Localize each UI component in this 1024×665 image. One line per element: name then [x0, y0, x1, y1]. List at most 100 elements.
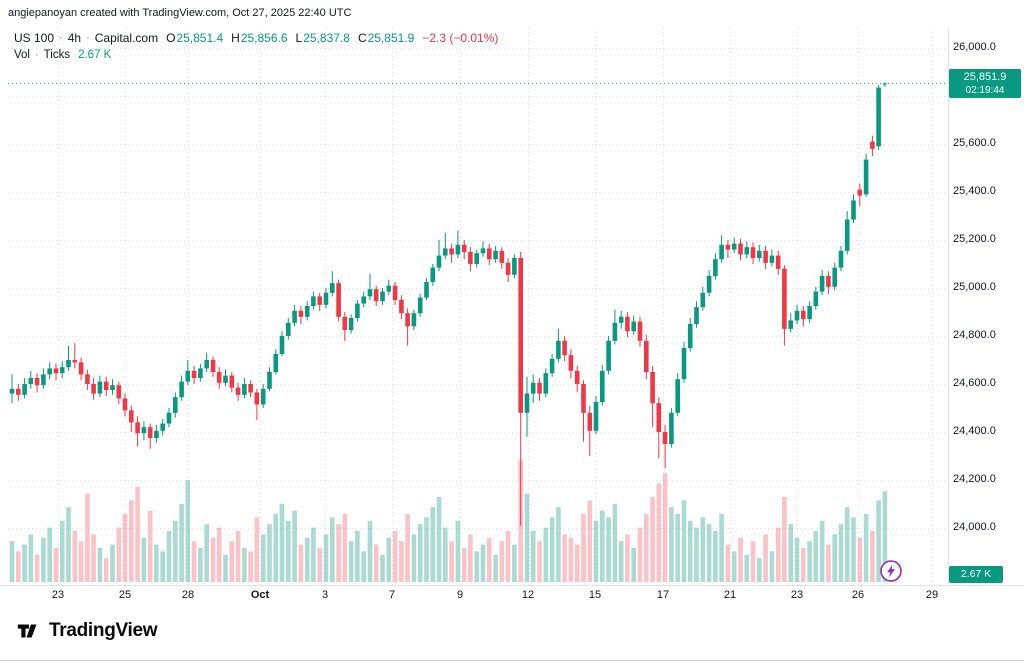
- separator-dot: ·: [86, 31, 90, 44]
- candle-body: [612, 322, 618, 341]
- candle-body: [537, 382, 542, 394]
- time-scale-label: 15: [588, 589, 602, 601]
- quick-trade-button[interactable]: [879, 559, 903, 583]
- volume-bar: [556, 507, 561, 582]
- volume-bar: [832, 534, 837, 582]
- candle-body: [430, 267, 436, 282]
- volume-bar: [292, 510, 297, 582]
- candle-body: [436, 255, 442, 268]
- volume-bar: [380, 554, 385, 582]
- candle-body: [154, 430, 159, 438]
- volume-bar: [260, 534, 266, 582]
- candle-body: [59, 367, 65, 374]
- volume-bar: [85, 493, 90, 582]
- time-scale-label: 26: [851, 589, 865, 601]
- candle-body: [738, 243, 743, 255]
- candle-body: [813, 291, 819, 306]
- volume-bar: [882, 491, 888, 582]
- volume-bar: [122, 514, 128, 582]
- volume-bar: [286, 520, 291, 582]
- volume-bar: [844, 507, 850, 582]
- time-scale-label: Oct: [250, 589, 270, 601]
- time-scale-label: 17: [656, 589, 670, 601]
- candle-body: [524, 393, 530, 413]
- candle-body: [185, 370, 191, 382]
- volume-bar: [166, 531, 172, 582]
- symbol-name[interactable]: US 100: [14, 30, 55, 45]
- bar-countdown: 02:19:44: [965, 85, 1005, 96]
- candle-body: [166, 412, 172, 424]
- time-scale-label: 3: [321, 589, 329, 601]
- candle-body: [235, 387, 241, 395]
- volume-bar: [449, 541, 454, 582]
- volume-bar: [593, 520, 599, 582]
- open-label: O: [166, 30, 176, 45]
- volume-bar: [625, 534, 630, 582]
- candle-body: [173, 397, 178, 413]
- candle-body: [399, 300, 404, 314]
- tradingview-logo-icon: [17, 624, 37, 638]
- candle-body: [198, 368, 203, 378]
- candle-body: [286, 322, 291, 336]
- volume-bar: [185, 480, 191, 582]
- candle-body: [775, 255, 781, 269]
- candle-body: [292, 310, 297, 323]
- candle-body: [78, 362, 84, 375]
- candle-body: [355, 303, 360, 318]
- volume-bar: [34, 554, 40, 582]
- volume-bar: [204, 524, 209, 582]
- open-value: 25,851.4: [176, 30, 224, 45]
- time-scale-label: 25: [118, 589, 132, 601]
- volume-bar: [719, 514, 724, 582]
- candle-body: [719, 244, 724, 260]
- volume-bar: [788, 524, 793, 582]
- candle-body: [103, 381, 109, 390]
- price-scale[interactable]: 26,000.0 25,600.0 25,400.0 25,200.0 25,000.0…: [949, 28, 1024, 585]
- candle-body: [28, 378, 34, 384]
- candle-body: [461, 244, 467, 252]
- symbol-row: US 100 · 4h · Capital.com O 25,851.4 H 25,…: [14, 29, 498, 46]
- candle-body: [85, 374, 90, 384]
- volume-bar: [22, 544, 27, 582]
- candle-body: [543, 373, 549, 394]
- bottom-divider: [0, 660, 1024, 661]
- volume-bar: [801, 548, 806, 582]
- volume-bar: [72, 531, 78, 582]
- candle-body: [556, 340, 561, 359]
- interval-label[interactable]: 4h: [67, 30, 82, 45]
- volume-bar: [254, 517, 260, 582]
- candle-body: [66, 360, 71, 368]
- volume-label: Vol: [14, 48, 30, 61]
- candle-body: [298, 310, 304, 317]
- candle-body: [801, 310, 806, 320]
- candle-body: [348, 318, 354, 330]
- candle-body: [794, 310, 800, 321]
- time-scale-label: 12: [521, 589, 535, 601]
- candle-body: [417, 297, 423, 314]
- candle-body: [260, 388, 266, 405]
- volume-bar: [763, 534, 768, 582]
- volume-bar: [235, 531, 241, 582]
- candle-body: [34, 378, 40, 386]
- volume-bar: [838, 524, 844, 582]
- candle-body: [669, 412, 674, 444]
- time-scale-label: 21: [723, 589, 737, 601]
- candle-body: [757, 250, 762, 258]
- candle-body: [229, 375, 235, 388]
- volume-bar: [537, 541, 542, 582]
- candle-body: [819, 276, 825, 292]
- footer-brand[interactable]: TradingView: [16, 618, 158, 644]
- volume-bar: [662, 473, 668, 582]
- candle-body: [9, 388, 15, 394]
- volume-bar: [411, 534, 417, 582]
- volume-bar: [587, 500, 593, 582]
- time-scale[interactable]: 23 25 28 Oct 3 7 9 12 15 17 21 23 26 29: [0, 586, 1024, 608]
- volume-bar: [348, 541, 354, 582]
- last-price-badge: 25,851.9 02:19:44: [949, 69, 1021, 98]
- volume-bar: [424, 517, 429, 582]
- close-value: 25,851.9: [367, 30, 415, 45]
- candle-body: [650, 372, 655, 404]
- candle-body: [273, 354, 279, 372]
- candle-body: [323, 292, 329, 305]
